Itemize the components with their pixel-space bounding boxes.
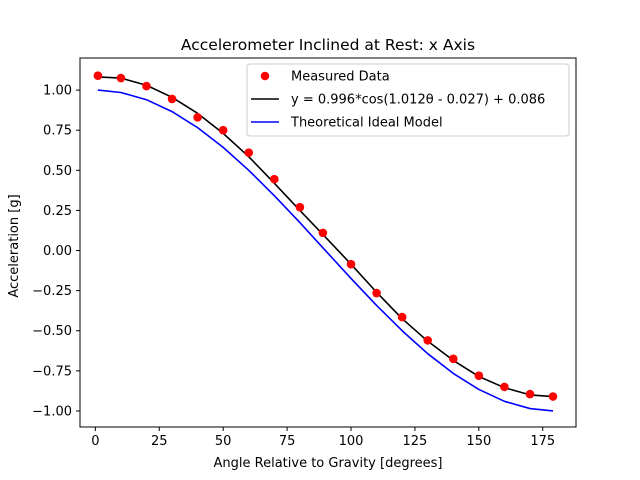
y-tick-label: 0.25 [43,204,72,219]
y-tick-label: −1.00 [32,404,72,419]
legend-box [246,63,570,137]
y-tick-label: 0.75 [43,124,72,139]
y-axis-label: Acceleration [g] [7,194,22,297]
data-point [372,288,381,298]
x-tick-label: 175 [530,434,555,449]
data-point [244,148,254,157]
data-point [218,125,228,135]
data-point [474,371,484,380]
data-point [193,113,202,122]
data-point [397,312,407,322]
data-point [423,336,433,345]
data-point [295,202,305,212]
y-tick-label: −0.75 [32,364,72,379]
plot-area [93,71,558,412]
data-point [167,94,177,104]
x-axis-label: Angle Relative to Gravity [degrees] [214,456,443,471]
y-tick-label: 1.00 [43,84,72,99]
legend-entry: Measured Data [291,70,390,85]
data-point [448,354,458,364]
data-point [500,382,509,392]
y-tick-label: −0.50 [32,324,72,339]
x-tick-label: 0 [91,434,99,449]
axes: 0 25 50 75 100 125 150 175 −1.00 −0.75 −0.50 −0.25 0… [32,57,577,449]
legend-marker-scatter [260,71,270,81]
legend-entry: Theoretical Ideal Model [290,116,443,131]
data-point [318,228,328,238]
x-tick-label: 50 [215,434,232,449]
x-tick-label: 100 [339,434,364,449]
data-point [116,73,126,83]
chart-title: Accelerometer Inclined at Rest: x Axis [181,36,475,54]
x-tick-label: 150 [466,434,491,449]
data-point [548,392,558,401]
x-tick-label: 75 [279,434,296,449]
x-tick-label: 125 [403,434,428,449]
y-tick-label: 0.50 [43,164,72,179]
data-point [525,389,535,399]
x-tick-label: 25 [151,434,168,449]
data-point [142,81,151,91]
data-point [346,259,356,269]
y-tick-label: −0.25 [32,284,72,299]
series-line-2 [97,89,554,412]
legend: Measured Data y = 0.996*cos(1.012θ - 0.02… [246,63,570,137]
legend-entry: y = 0.996*cos(1.012θ - 0.027) + 0.086 [291,93,545,108]
data-point [270,174,279,184]
data-point [93,71,103,80]
y-tick-label: 0.00 [43,244,72,259]
axes-frame [79,57,577,428]
